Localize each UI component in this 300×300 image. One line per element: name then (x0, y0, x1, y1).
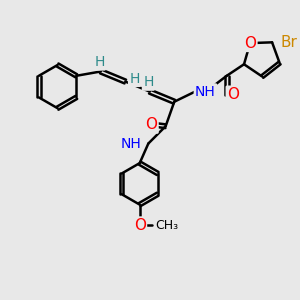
Text: H: H (94, 55, 104, 69)
Text: O: O (227, 87, 239, 102)
Text: O: O (145, 117, 157, 132)
Text: NH: NH (195, 85, 216, 99)
Text: CH₃: CH₃ (155, 219, 179, 232)
Text: O: O (134, 218, 146, 233)
Text: Br: Br (281, 35, 298, 50)
Text: H: H (129, 72, 140, 86)
Text: O: O (244, 36, 256, 51)
Text: H: H (143, 75, 154, 89)
Text: NH: NH (120, 136, 141, 151)
